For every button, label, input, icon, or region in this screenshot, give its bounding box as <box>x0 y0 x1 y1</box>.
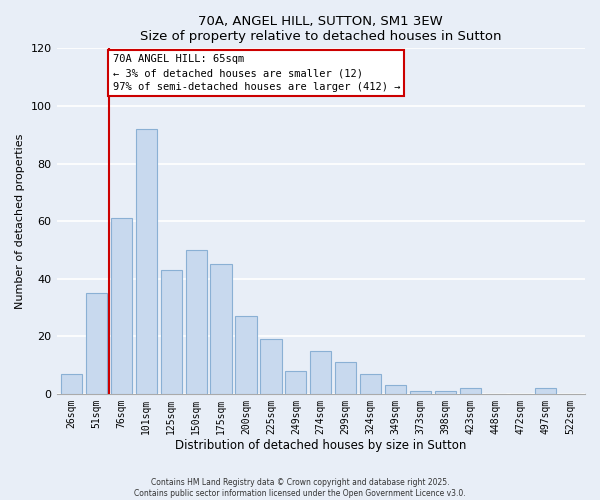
Bar <box>360 374 381 394</box>
Bar <box>211 264 232 394</box>
Bar <box>185 250 207 394</box>
Bar <box>235 316 257 394</box>
Text: Contains HM Land Registry data © Crown copyright and database right 2025.
Contai: Contains HM Land Registry data © Crown c… <box>134 478 466 498</box>
Bar <box>285 371 307 394</box>
Bar <box>335 362 356 394</box>
Y-axis label: Number of detached properties: Number of detached properties <box>15 134 25 309</box>
Title: 70A, ANGEL HILL, SUTTON, SM1 3EW
Size of property relative to detached houses in: 70A, ANGEL HILL, SUTTON, SM1 3EW Size of… <box>140 15 502 43</box>
Bar <box>86 293 107 394</box>
Bar <box>136 129 157 394</box>
Bar <box>111 218 132 394</box>
Bar <box>385 385 406 394</box>
X-axis label: Distribution of detached houses by size in Sutton: Distribution of detached houses by size … <box>175 440 466 452</box>
Bar <box>460 388 481 394</box>
Bar <box>310 350 331 394</box>
Text: 70A ANGEL HILL: 65sqm
← 3% of detached houses are smaller (12)
97% of semi-detac: 70A ANGEL HILL: 65sqm ← 3% of detached h… <box>113 54 400 92</box>
Bar <box>535 388 556 394</box>
Bar <box>260 339 281 394</box>
Bar <box>435 391 456 394</box>
Bar <box>410 391 431 394</box>
Bar <box>161 270 182 394</box>
Bar <box>61 374 82 394</box>
